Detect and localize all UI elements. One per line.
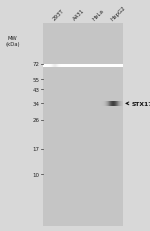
Text: 55: 55 bbox=[33, 77, 40, 82]
Text: 72: 72 bbox=[33, 62, 40, 67]
Text: STX17: STX17 bbox=[131, 101, 150, 106]
Text: 17: 17 bbox=[33, 146, 40, 152]
Text: 26: 26 bbox=[33, 118, 40, 123]
Text: 43: 43 bbox=[33, 88, 40, 93]
Text: A431: A431 bbox=[72, 8, 85, 22]
Text: HepG2: HepG2 bbox=[110, 5, 127, 22]
Text: 34: 34 bbox=[33, 101, 40, 106]
Bar bbox=[43, 24, 123, 226]
Text: 10: 10 bbox=[33, 172, 40, 177]
Text: MW
(kDa): MW (kDa) bbox=[5, 36, 20, 47]
Text: 293T: 293T bbox=[52, 9, 65, 22]
Text: HeLa: HeLa bbox=[92, 9, 105, 22]
